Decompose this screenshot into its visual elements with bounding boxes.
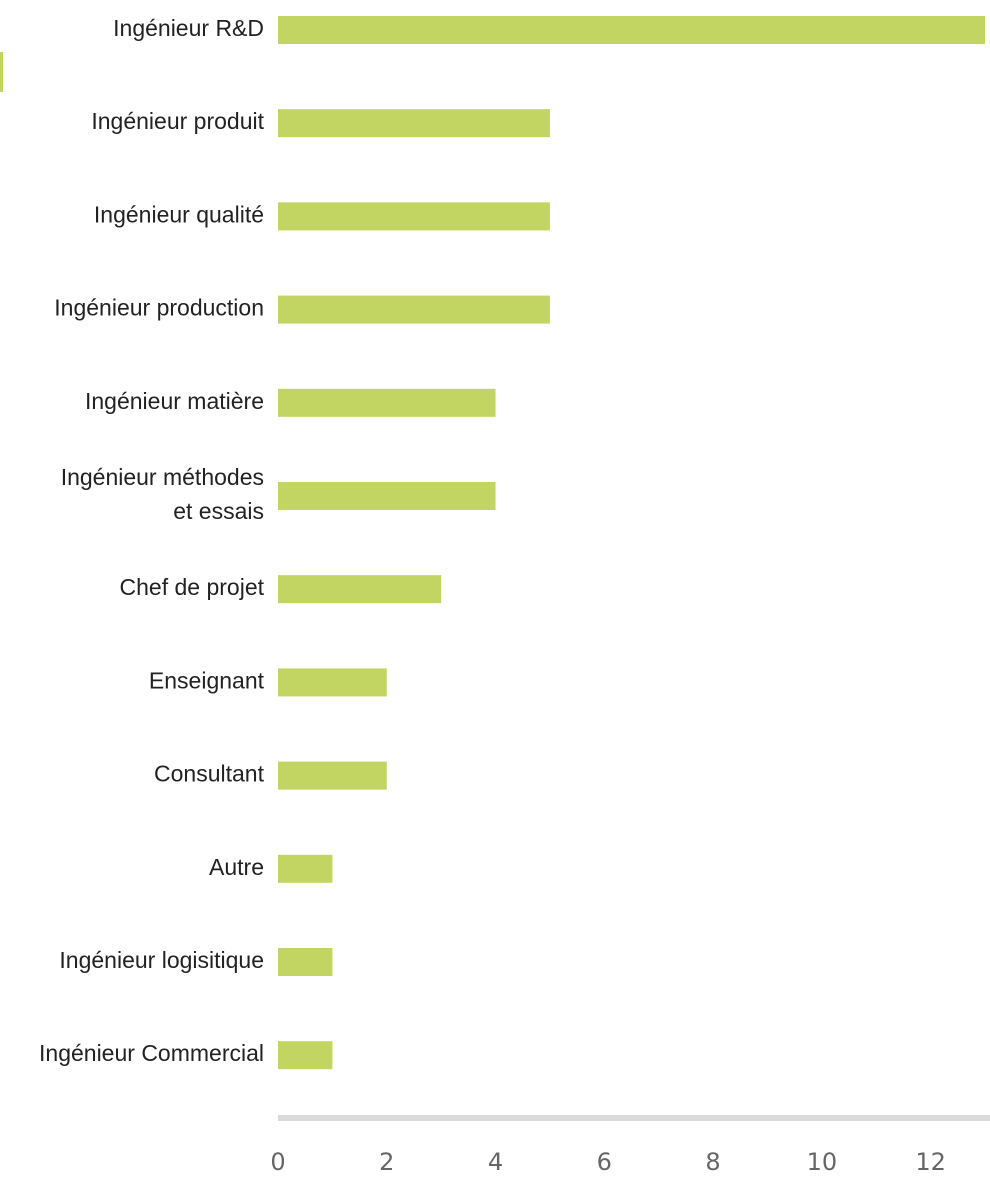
bar <box>278 668 387 697</box>
category-label-line: Autre <box>209 854 264 880</box>
category-label-line: et essais <box>173 498 264 524</box>
bar <box>278 202 550 231</box>
bar <box>278 295 550 324</box>
category-label: Ingénieur produit <box>91 108 264 134</box>
category-label: Ingénieur logisitique <box>59 947 264 973</box>
x-tick-labels-group: 0 2 4 6 8 10 12 <box>270 1148 946 1176</box>
bar <box>278 16 985 44</box>
category-label: Ingénieur matière <box>85 388 264 414</box>
category-label-line: Ingénieur matière <box>85 388 264 414</box>
category-label-line: Enseignant <box>149 667 265 693</box>
x-tick-label: 6 <box>597 1148 612 1176</box>
bar <box>278 388 496 417</box>
category-label-line: Ingénieur qualité <box>94 201 264 227</box>
category-label-line: Ingénieur production <box>54 295 264 321</box>
category-label-line: Ingénieur logisitique <box>59 947 264 973</box>
category-label-line: Consultant <box>154 761 265 787</box>
category-label-line: Ingénieur Commercial <box>39 1040 264 1066</box>
bar <box>278 761 387 790</box>
category-label: Chef de projet <box>120 574 265 600</box>
category-label: Ingénieur production <box>54 295 264 321</box>
bar <box>278 575 442 604</box>
x-tick-label: 10 <box>807 1148 838 1176</box>
bar <box>278 482 496 510</box>
category-labels-group: Ingénieur R&D Ingénieur produit Ingénieur … <box>39 15 265 1066</box>
category-label: Ingénieur méthodes et essais <box>61 464 264 524</box>
category-label: Ingénieur R&D <box>113 15 264 41</box>
bar <box>278 109 550 138</box>
x-tick-label: 2 <box>379 1148 394 1176</box>
category-label-line: Ingénieur R&D <box>113 15 264 41</box>
bars-group <box>278 16 985 1070</box>
category-label: Ingénieur qualité <box>94 201 264 227</box>
category-label: Ingénieur Commercial <box>39 1040 264 1066</box>
category-label: Enseignant <box>149 667 265 693</box>
bar <box>278 948 333 976</box>
category-label-line: Ingénieur méthodes <box>61 464 264 490</box>
left-edge-accent <box>0 52 3 92</box>
category-label: Autre <box>209 854 264 880</box>
category-label-line: Ingénieur produit <box>91 108 264 134</box>
category-label: Consultant <box>154 761 265 787</box>
x-tick-label: 8 <box>705 1148 720 1176</box>
category-label-line: Chef de projet <box>120 574 265 600</box>
x-tick-label: 12 <box>915 1148 946 1176</box>
x-tick-label: 4 <box>488 1148 503 1176</box>
bar <box>278 854 333 883</box>
x-tick-label: 0 <box>270 1148 285 1176</box>
bar <box>278 1041 333 1070</box>
